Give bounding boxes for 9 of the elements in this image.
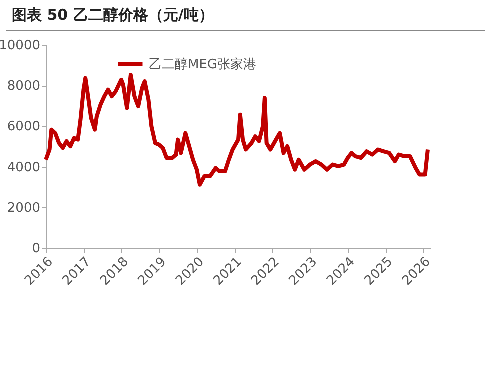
y-tick-label: 0 [32,242,40,256]
y-tick-label: 10000 [0,38,40,54]
chart-title: 图表 50 乙二醇价格（元/吨） [6,0,485,31]
y-tick-label: 2000 [7,200,40,216]
legend-label: 乙二醇MEG张家港 [149,56,257,72]
y-tick-label: 8000 [7,79,40,94]
y-tick-label: 4000 [7,160,40,176]
line-series [44,73,430,187]
y-tick-label: 6000 [7,120,40,135]
